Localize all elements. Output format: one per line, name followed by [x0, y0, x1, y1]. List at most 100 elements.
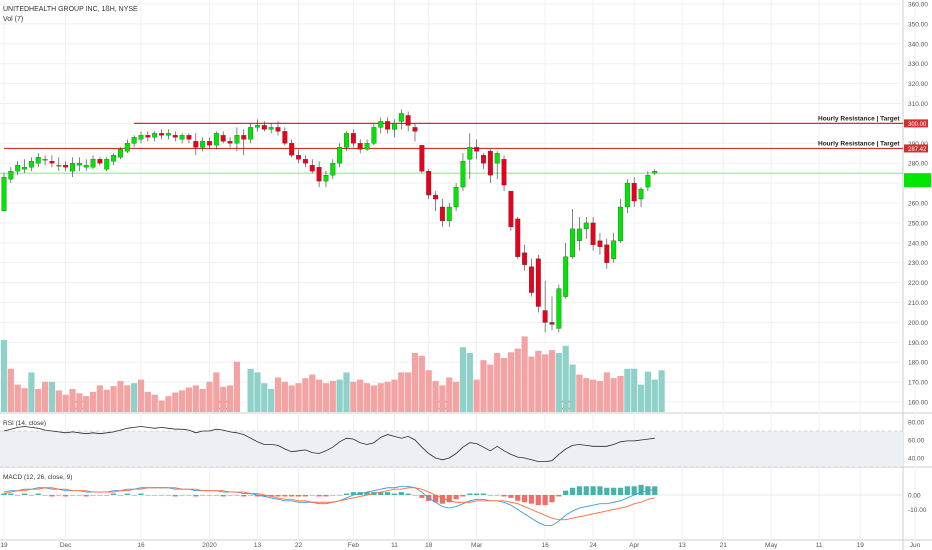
price-tick-label: 240.00: [908, 240, 928, 247]
price-tag: [904, 119, 928, 128]
candle-down: [63, 165, 69, 168]
time-tick-label: Mar: [471, 542, 483, 549]
candle-up: [234, 135, 240, 144]
volume-bar-down: [179, 390, 186, 412]
macd-histogram-bar: [563, 490, 569, 495]
volume-bar-up: [131, 383, 138, 412]
macd-histogram-bar: [241, 495, 247, 497]
time-tick-label: 2020: [202, 542, 217, 549]
candle-down: [227, 141, 233, 144]
volume-bar-up: [459, 347, 467, 412]
macd-histogram-bar: [398, 492, 404, 495]
macd-histogram-bar: [15, 495, 21, 496]
macd-histogram-bar: [652, 486, 658, 495]
macd-histogram-bar: [624, 486, 630, 495]
candle-up: [611, 240, 617, 259]
volume-bar-up: [624, 368, 631, 412]
candle-down: [186, 135, 192, 140]
volume-bar-down: [377, 383, 384, 412]
macd-histogram-bar: [309, 495, 315, 496]
price-tick-label: 190.00: [908, 340, 928, 347]
price-tick-label: 260.00: [908, 201, 928, 208]
volume-bar-down: [590, 379, 597, 412]
candle-up: [179, 135, 185, 140]
candle-up: [200, 141, 206, 148]
time-tick-label: 11: [391, 542, 398, 549]
candle-down: [49, 161, 55, 164]
volume-bar-up: [637, 384, 645, 412]
candle-down: [515, 218, 521, 257]
candle-up: [576, 228, 582, 241]
volume-bar-down: [576, 374, 583, 412]
volume-bar-up: [569, 364, 576, 412]
volume-bar-down: [316, 379, 323, 412]
volume-bar-down: [411, 352, 419, 412]
candle-up: [111, 155, 117, 162]
volume-bar-down: [274, 377, 282, 412]
candle-down: [316, 167, 322, 182]
candle-up: [556, 288, 562, 329]
candle-down: [97, 159, 103, 164]
volume-bar-down: [357, 379, 364, 412]
rsi-panel[interactable]: [0, 426, 903, 468]
macd-histogram-bar: [350, 492, 356, 495]
price-tick-label: 230.00: [908, 260, 928, 267]
candle-up: [583, 222, 589, 230]
volume-bar-down: [151, 394, 158, 412]
price-tick-label: 210.00: [908, 300, 928, 307]
macd-panel[interactable]: [0, 484, 903, 526]
candle-down: [590, 222, 596, 245]
candle-down: [193, 141, 199, 148]
volume-bar-down: [514, 348, 521, 412]
price-tick-label: 320.00: [908, 81, 928, 88]
macd-histogram-bar: [90, 495, 96, 496]
rsi-band: [0, 431, 903, 467]
macd-histogram-bar: [569, 487, 576, 495]
macd-histogram-bar: [617, 487, 624, 495]
macd-histogram-bar: [631, 486, 637, 495]
volume-bar-down: [96, 385, 103, 412]
macd-histogram-bar: [515, 495, 521, 501]
volume-bar-down: [302, 378, 309, 412]
macd-histogram-bar: [1, 493, 7, 495]
volume-bar-down: [418, 355, 425, 412]
candle-up: [76, 163, 82, 166]
macd-histogram-bar: [323, 495, 329, 497]
macd-tick-label: 0.00: [908, 493, 921, 500]
volume-bar-down: [42, 381, 49, 412]
price-tick-label: 330.00: [908, 61, 928, 68]
price-tick-label: 200.00: [908, 320, 928, 327]
rsi-tick-label: 60.00: [908, 438, 925, 445]
macd-histogram-bar: [213, 495, 219, 496]
macd-histogram-bar: [49, 495, 55, 497]
candle-down: [631, 182, 637, 202]
volume-bar-up: [466, 352, 473, 412]
candle-down: [529, 266, 534, 293]
volume-bar-down: [521, 336, 528, 412]
volume-bar-down: [494, 352, 501, 412]
volume-bar-up: [658, 370, 665, 412]
candle-down: [597, 240, 603, 247]
volume-bar-down: [192, 385, 199, 412]
volume-bar-down: [363, 383, 371, 412]
volume-bar-down: [21, 388, 28, 412]
macd-histogram-bar: [275, 495, 281, 497]
time-tick-label: Dec: [60, 542, 72, 549]
candle-up: [104, 159, 110, 170]
time-tick-label: 18: [425, 542, 433, 549]
volume-bar-down: [507, 352, 514, 412]
macd-histogram-bar: [446, 495, 452, 503]
candle-up: [624, 182, 630, 208]
volume-bar-down: [295, 383, 302, 412]
time-tick-label: 19: [857, 542, 865, 549]
volume-bar-down: [172, 392, 179, 412]
candle-down: [487, 151, 493, 176]
candle-up: [638, 188, 644, 200]
price-tick-label: 170.00: [908, 380, 928, 387]
macd-histogram-bar: [234, 495, 240, 496]
candle-down: [309, 165, 315, 172]
volume-bar-down: [83, 396, 90, 412]
macd-histogram-bar: [179, 495, 185, 496]
macd-histogram-bar: [549, 495, 555, 503]
